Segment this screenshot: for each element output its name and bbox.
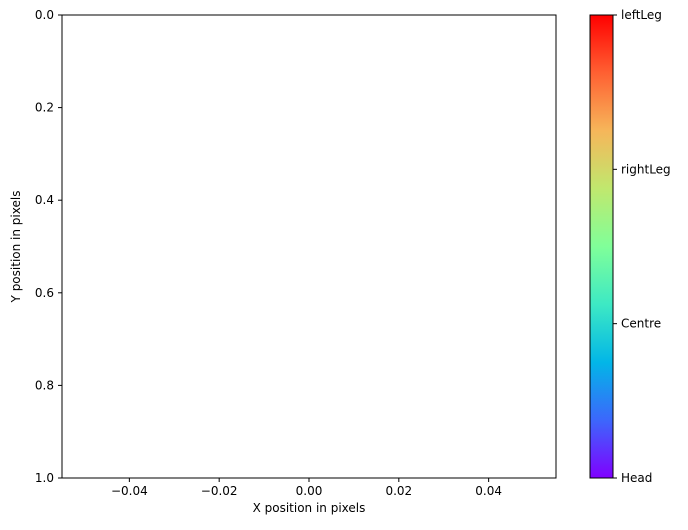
x-tick-label: −0.02 [201, 484, 238, 498]
x-axis-label: X position in pixels [253, 501, 366, 515]
colorbar-tick-label: Centre [621, 317, 661, 331]
colorbar-tick-label: rightLeg [621, 162, 671, 176]
y-axis-label: Y position in pixels [9, 191, 23, 304]
colorbar-tick-label: Head [621, 471, 652, 485]
y-tick-label: 0.8 [35, 378, 54, 392]
y-axis: 0.0 0.2 0.4 0.6 0.8 1.0 [35, 8, 62, 485]
plot-area [61, 14, 557, 479]
x-tick-label: −0.04 [111, 484, 148, 498]
y-tick-label: 0.0 [35, 8, 54, 22]
colorbar: Head Centre rightLeg leftLeg [589, 8, 671, 485]
plot-frame [61, 14, 557, 479]
x-tick-label: 0.02 [385, 484, 412, 498]
x-tick-label: 0.04 [475, 484, 502, 498]
x-tick-label: 0.00 [296, 484, 323, 498]
colorbar-tick-label: leftLeg [621, 8, 662, 22]
colorbar-gradient [589, 14, 614, 479]
x-axis: −0.04 −0.02 0.00 0.02 0.04 [111, 478, 502, 498]
y-tick-label: 0.2 [35, 101, 54, 115]
y-tick-label: 0.4 [35, 193, 54, 207]
y-tick-label: 1.0 [35, 471, 54, 485]
y-tick-label: 0.6 [35, 286, 54, 300]
